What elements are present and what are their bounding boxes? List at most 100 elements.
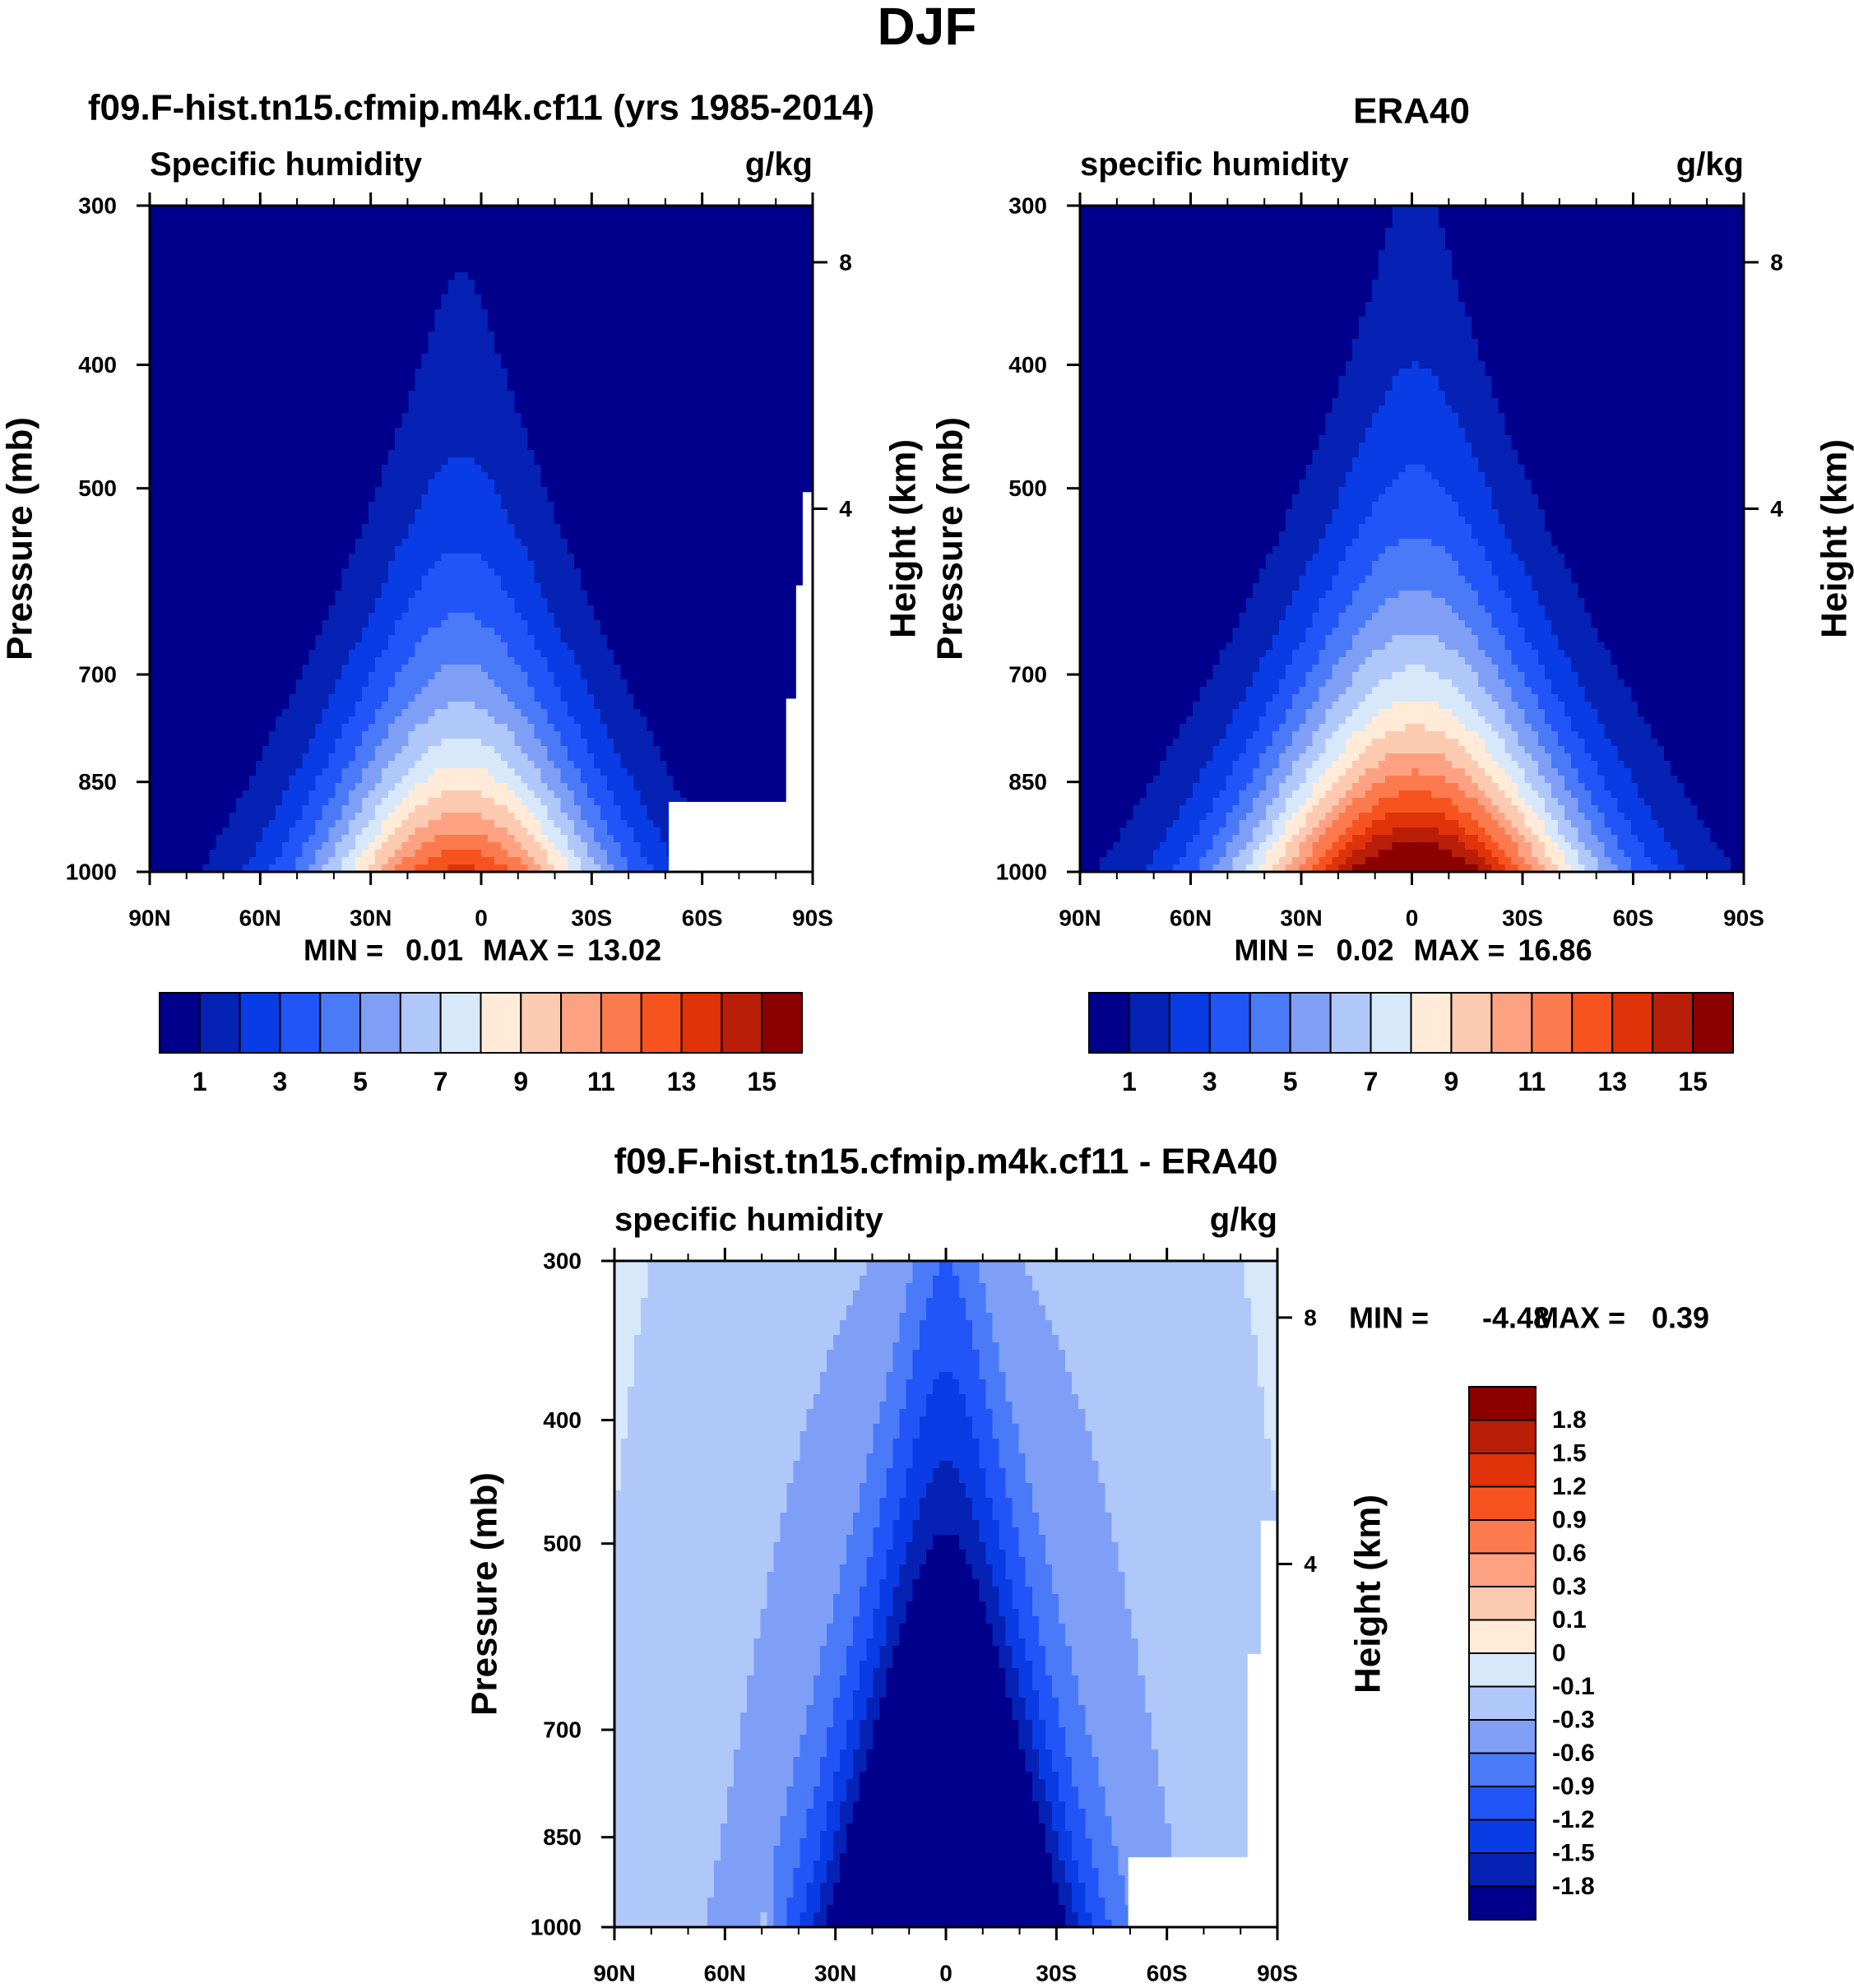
era-contour-cell bbox=[1498, 820, 1513, 828]
diff-contour-cell bbox=[727, 1809, 788, 1817]
era-contour-cell bbox=[1544, 517, 1745, 525]
diff-contour-cell bbox=[959, 1535, 980, 1543]
model-contour-cell bbox=[607, 820, 628, 828]
diff-contour-cell bbox=[972, 1572, 994, 1580]
diff-contour-cell bbox=[734, 1749, 801, 1758]
era-contour-cell bbox=[1611, 650, 1745, 658]
diff-contour-cell bbox=[614, 1379, 635, 1388]
model-contour-cell bbox=[150, 827, 224, 836]
era-contour-cell bbox=[1584, 842, 1606, 850]
diff-y-tick-label: 700 bbox=[543, 1717, 582, 1743]
model-contour-cell bbox=[567, 842, 588, 850]
diff-contour-cell bbox=[919, 1564, 973, 1573]
model-colorbar-box bbox=[520, 992, 563, 1054]
diff-height-axis-label: Height (km) bbox=[1348, 1494, 1388, 1694]
model-contour-cell bbox=[150, 517, 369, 525]
era-contour-cell bbox=[1186, 716, 1234, 725]
era-contour-cell bbox=[1292, 502, 1340, 510]
diff-contour-cell bbox=[966, 1409, 994, 1417]
era-contour-cell bbox=[1604, 731, 1652, 739]
model-contour-cell bbox=[627, 864, 655, 873]
model-contour-cell bbox=[150, 228, 813, 236]
diff-contour-cell bbox=[1098, 1779, 1159, 1787]
model-contour-cell bbox=[594, 761, 621, 769]
era-contour-cell bbox=[1080, 317, 1360, 325]
diff-contour-cell bbox=[614, 1772, 735, 1780]
diff-contour-cell bbox=[892, 1535, 914, 1543]
model-contour-cell bbox=[554, 724, 582, 732]
era-contour-cell bbox=[1405, 724, 1426, 732]
diff-contour-cell bbox=[806, 1705, 834, 1713]
model-contour-cell bbox=[348, 716, 376, 725]
model-contour-cell bbox=[150, 657, 310, 665]
diff-contour-cell bbox=[853, 1291, 907, 1299]
era-contour-cell bbox=[1319, 687, 1346, 695]
model-contour-cell bbox=[508, 850, 529, 858]
era-contour-cell bbox=[1345, 739, 1373, 747]
diff-contour-cell bbox=[1051, 1320, 1252, 1328]
model-contour-cell bbox=[501, 576, 535, 584]
model-contour-cell bbox=[315, 635, 363, 643]
model-contour-cell bbox=[527, 679, 555, 688]
model-contour-cell bbox=[315, 642, 356, 651]
era-contour-cell bbox=[1351, 798, 1379, 806]
era-contour-cell bbox=[1292, 835, 1306, 843]
era-contour-cell bbox=[1485, 368, 1745, 377]
diff-contour-cell bbox=[1059, 1786, 1079, 1795]
era-contour-cell bbox=[1385, 391, 1446, 399]
era-contour-cell bbox=[1531, 842, 1546, 850]
era-contour-cell bbox=[1597, 628, 1745, 636]
diff-contour-cell bbox=[1025, 1638, 1040, 1647]
model-contour-cell bbox=[355, 835, 376, 843]
model-contour-cell bbox=[560, 827, 575, 836]
model-colorbar-box bbox=[439, 992, 482, 1054]
diff-contour-cell bbox=[840, 1875, 1053, 1884]
era-contour-cell bbox=[1312, 850, 1327, 858]
model-contour-cell bbox=[328, 761, 350, 769]
model-contour-cell bbox=[302, 672, 343, 680]
era-x-tick-label: 90N bbox=[1059, 906, 1101, 931]
model-contour-cell bbox=[594, 694, 634, 702]
model-contour-cell bbox=[150, 842, 217, 850]
diff-contour-cell bbox=[892, 1587, 914, 1595]
diff-contour-cell bbox=[1012, 1520, 1040, 1528]
diff-contour-cell bbox=[1005, 1550, 1020, 1558]
model-contour-cell bbox=[494, 746, 521, 754]
diff-contour-cell bbox=[826, 1905, 1066, 1913]
model-contour-cell bbox=[255, 850, 283, 858]
model-contour-cell bbox=[547, 835, 568, 843]
model-contour-cell bbox=[315, 724, 343, 732]
era-contour-cell bbox=[1465, 842, 1486, 850]
diff-contour-cell bbox=[1005, 1372, 1073, 1380]
era-contour-cell bbox=[1186, 842, 1213, 850]
diff-contour-cell bbox=[1105, 1505, 1278, 1513]
diff-y-tick-label: 850 bbox=[543, 1824, 582, 1850]
diff-contour-cell bbox=[793, 1764, 821, 1773]
model-contour-cell bbox=[302, 813, 323, 821]
model-contour-cell bbox=[421, 494, 502, 503]
model-contour-cell bbox=[375, 746, 402, 754]
model-contour-cell bbox=[633, 827, 661, 836]
diff-contour-cell bbox=[826, 1749, 841, 1758]
diff-contour-cell bbox=[1031, 1742, 1046, 1750]
diff-contour-cell bbox=[892, 1609, 907, 1617]
era-colorbar-box bbox=[1289, 992, 1332, 1054]
era-contour-cell bbox=[1325, 790, 1346, 799]
era-contour-cell bbox=[1564, 776, 1578, 784]
era-contour-cell bbox=[1351, 761, 1379, 769]
era-contour-cell bbox=[1219, 790, 1240, 799]
diff-contour-cell bbox=[1012, 1661, 1033, 1669]
diff-contour-cell bbox=[873, 1424, 901, 1432]
era-contour-cell bbox=[1212, 798, 1240, 806]
era-contour-cell bbox=[1232, 768, 1254, 776]
model-contour-cell bbox=[150, 687, 296, 695]
diff-contour-cell bbox=[1085, 1705, 1146, 1713]
model-contour-cell bbox=[560, 694, 595, 702]
diff-contour-cell bbox=[806, 1720, 834, 1728]
diff-contour-cell bbox=[972, 1424, 994, 1432]
diff-contour-cell bbox=[826, 1624, 854, 1632]
era-contour-cell bbox=[1319, 798, 1340, 806]
era-contour-cell bbox=[1146, 783, 1194, 791]
era-contour-cell bbox=[1478, 672, 1499, 680]
era-contour-cell bbox=[1286, 805, 1300, 813]
